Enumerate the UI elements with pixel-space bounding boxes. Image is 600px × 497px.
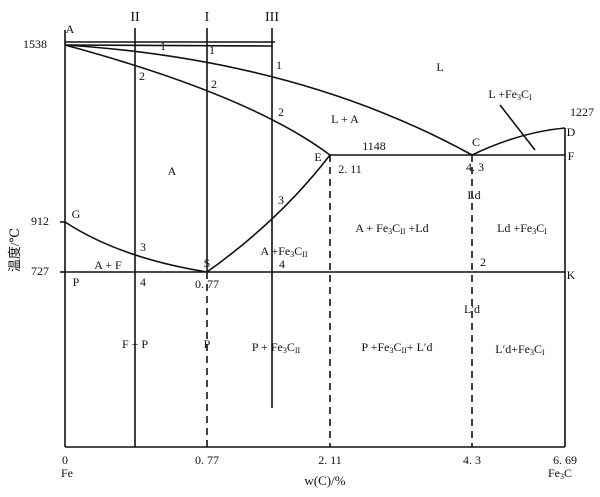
region-label: L + A — [331, 112, 359, 126]
x-axis-label: w(C)/% — [304, 473, 345, 488]
label-part: L′d+Fe — [495, 342, 530, 356]
region-label: A — [168, 164, 177, 178]
line-number: 4 — [140, 275, 146, 289]
label-part: C — [564, 466, 572, 480]
line-number: 3 — [278, 193, 284, 207]
subscript: II — [401, 346, 407, 355]
subscript: 3 — [283, 346, 287, 355]
label-part: P + Fe — [252, 340, 283, 354]
point-label: D — [567, 125, 576, 139]
subscript: I — [529, 93, 532, 102]
label-part: C — [287, 340, 295, 354]
region-label: P — [204, 337, 211, 351]
subscript: 3 — [560, 472, 564, 481]
x-tick-label: 2. 11 — [318, 453, 342, 467]
subscript: 3 — [532, 227, 536, 236]
line-number: 4 — [279, 257, 285, 271]
x-tick-label: 0. 77 — [195, 453, 219, 467]
line-number: 3 — [140, 240, 146, 254]
x-tick-label: 4. 3 — [463, 453, 481, 467]
label-part: +Ld — [406, 221, 429, 235]
region-label: P +Fe3CII+ L′d — [361, 340, 432, 355]
value-label: 0. 77 — [195, 277, 219, 291]
point-label: S — [204, 256, 211, 270]
region-label: L′d+Fe3CI — [495, 342, 545, 357]
point-label: P — [73, 275, 80, 289]
label-part: C — [294, 244, 302, 258]
point-label: F — [568, 149, 575, 163]
y-tick-label: 727 — [31, 264, 49, 278]
subscript: 3 — [517, 93, 521, 102]
region-label: A + Fe3CII +Ld — [355, 221, 428, 236]
subscript: 3 — [389, 346, 393, 355]
y-tick-label: 912 — [31, 214, 49, 228]
point-label: A — [66, 22, 75, 36]
line-number: 2 — [211, 77, 217, 91]
subscript: 3 — [530, 348, 534, 357]
point-label: E — [314, 150, 321, 164]
region-label: A +Fe3CII — [260, 244, 307, 259]
value-label: 2. 11 — [338, 162, 362, 176]
point-label: C — [472, 135, 480, 149]
subscript: II — [400, 227, 406, 236]
label-part: C — [536, 221, 544, 235]
x-tick-label: 6. 69 — [553, 453, 577, 467]
region-label: F + P — [122, 337, 148, 351]
alloy-label: III — [265, 10, 279, 25]
point-label: K — [567, 268, 576, 282]
line-number: 2 — [139, 69, 145, 83]
subscript: II — [302, 250, 308, 259]
label-part: P +Fe — [361, 340, 389, 354]
x-tick-label: 0 — [62, 453, 68, 467]
region-label: P + Fe3CII — [252, 340, 301, 355]
label-part: C — [393, 340, 401, 354]
subscript: 3 — [290, 250, 294, 259]
y-axis-label: 温度/℃ — [7, 228, 22, 272]
label-part: C — [392, 221, 400, 235]
point-label: L — [436, 60, 443, 74]
line-number: 2 — [480, 255, 486, 269]
region-label: Ld — [467, 188, 480, 202]
line-number: 1 — [160, 39, 166, 53]
subscript: II — [295, 346, 301, 355]
label-part: Fe — [548, 466, 560, 480]
label-part: Ld +Fe — [497, 221, 532, 235]
value-label: 1148 — [362, 139, 386, 153]
line-number: 2 — [278, 105, 284, 119]
subscript: I — [544, 227, 547, 236]
alloy-label: II — [130, 10, 140, 25]
value-label: 1227 — [570, 105, 594, 119]
subscript: I — [542, 348, 545, 357]
value-label: 4. 3 — [466, 160, 484, 174]
region-label: Ld +Fe3CI — [497, 221, 547, 236]
region-label: L +Fe3CI — [488, 87, 532, 102]
label-part: L +Fe — [488, 87, 517, 101]
point-label: G — [72, 207, 81, 221]
alloy-label: I — [205, 10, 210, 25]
line-number: 1 — [276, 58, 282, 72]
x-end-label: Fe3C — [548, 466, 572, 481]
subscript: 3 — [388, 227, 392, 236]
label-part: A +Fe — [260, 244, 290, 258]
line-number: 1 — [209, 43, 215, 57]
label-part: A + Fe — [355, 221, 388, 235]
region-label: A + F — [94, 258, 122, 272]
label-part: C — [521, 87, 529, 101]
region-label: L′d — [464, 302, 480, 316]
label-part: + L′d — [407, 340, 433, 354]
diagram-lines — [60, 28, 566, 448]
x-end-label: Fe — [61, 466, 73, 480]
y-tick-label: 1538 — [23, 37, 47, 51]
label-part: C — [534, 342, 542, 356]
